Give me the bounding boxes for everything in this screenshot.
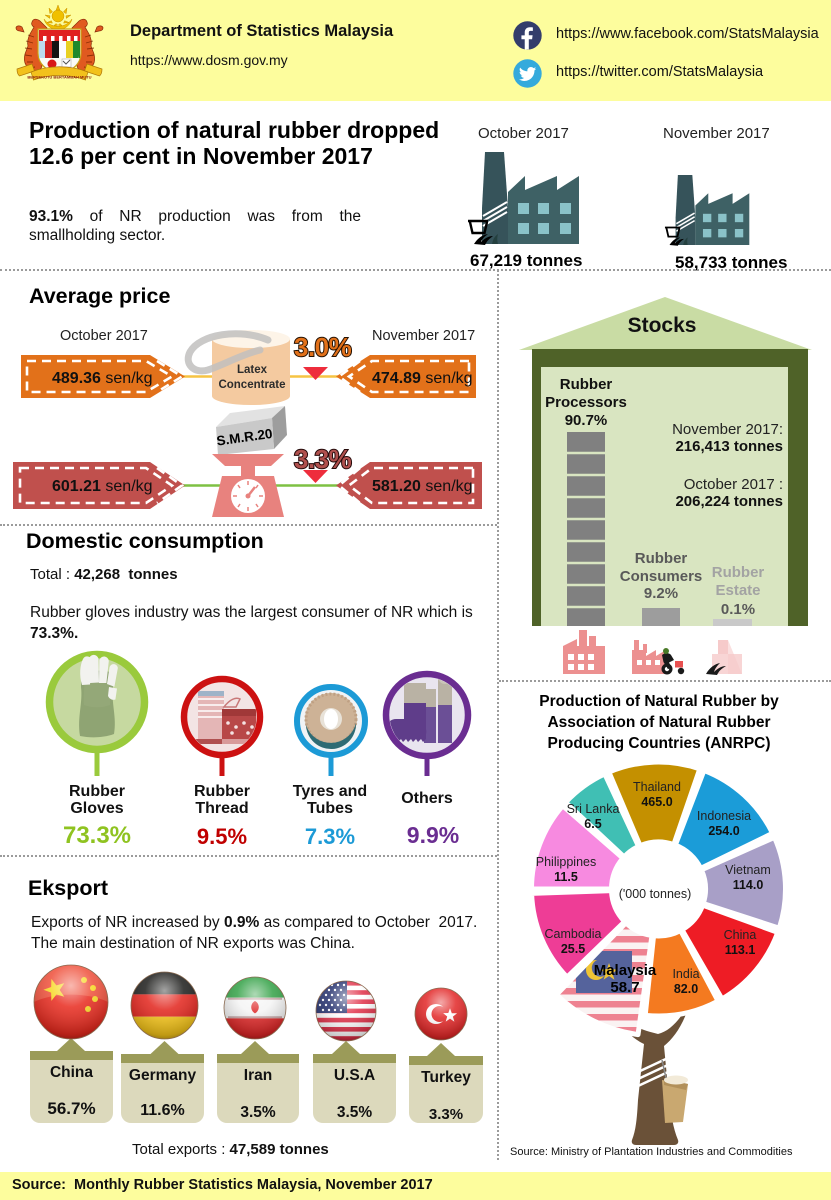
svg-text:3.3%: 3.3%	[294, 444, 352, 474]
svg-text:BERSEKUTU BERTAMBAH MUTU: BERSEKUTU BERTAMBAH MUTU	[27, 75, 91, 80]
svg-text:3.0%: 3.0%	[294, 332, 352, 362]
